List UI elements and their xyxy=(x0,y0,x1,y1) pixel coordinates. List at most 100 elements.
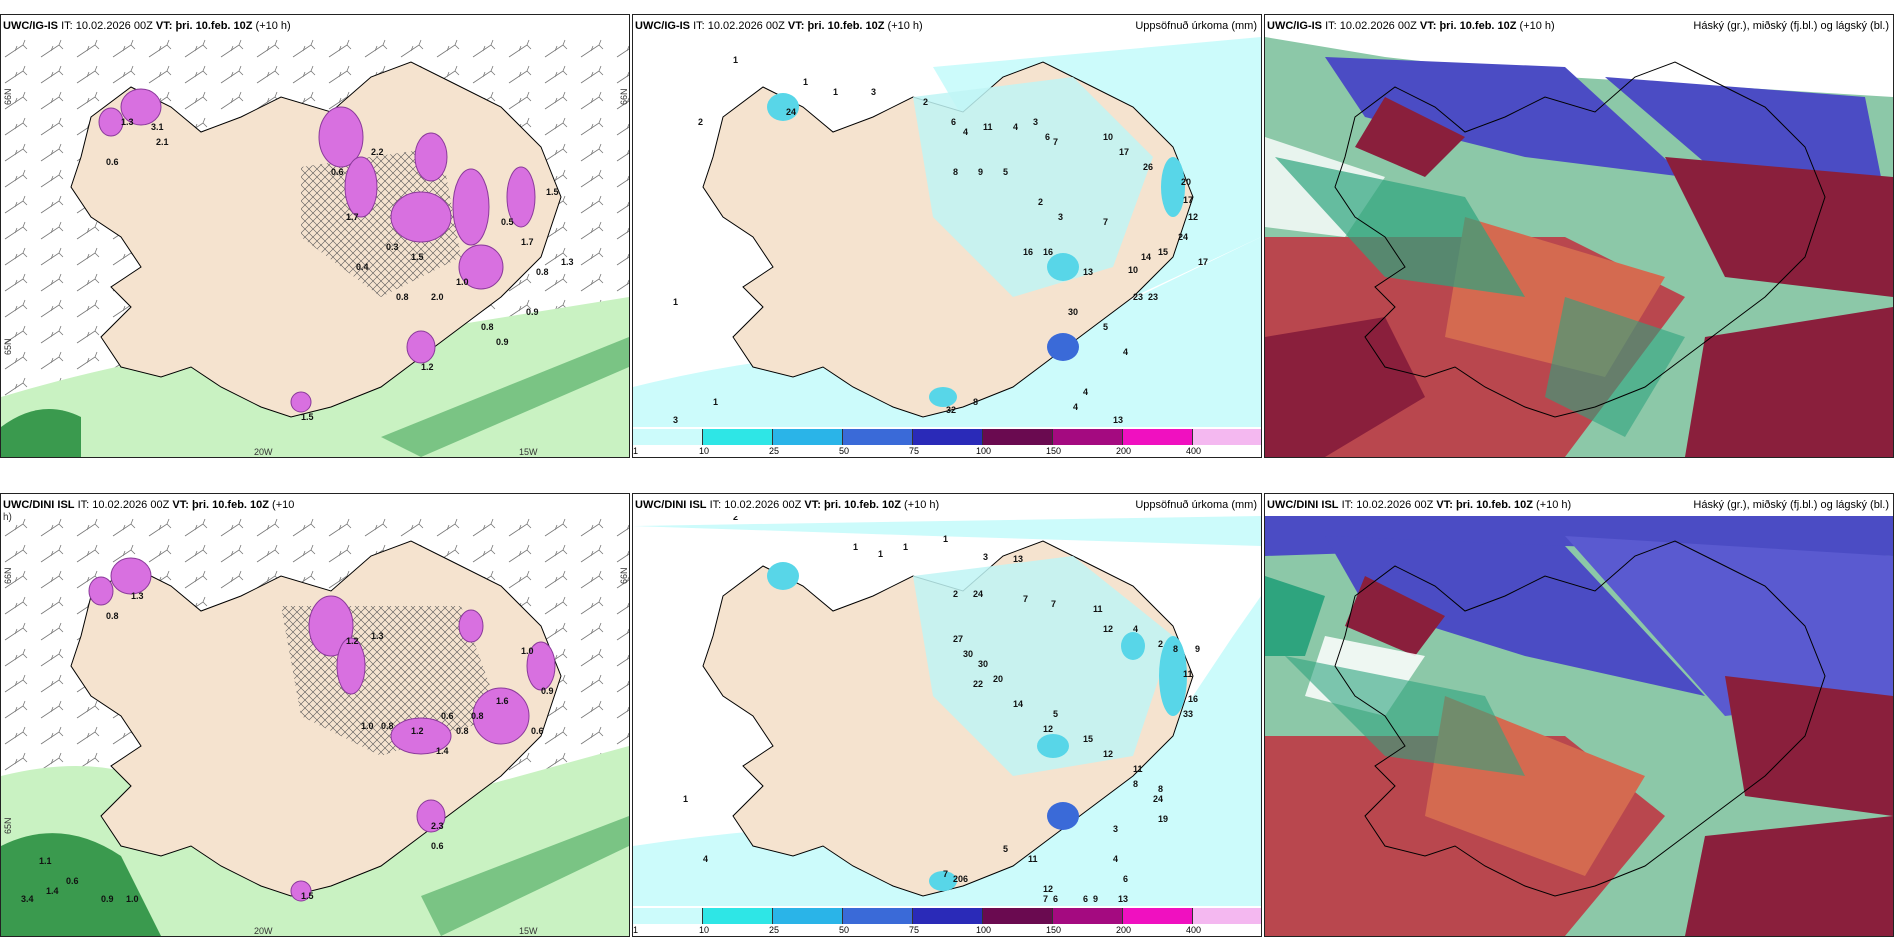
legend-bar xyxy=(633,908,1261,924)
map-value-label: 8 xyxy=(1133,779,1139,789)
model-label: UWC/DINI ISL xyxy=(1267,499,1339,511)
wind-panel-dini: UWC/DINI ISL IT: 10.02.2026 00Z VT: þri.… xyxy=(0,493,630,937)
map-value-label: 11 xyxy=(1133,764,1143,774)
legend-label: 150 xyxy=(1046,925,1062,935)
map-value-label: 1.6 xyxy=(496,696,509,706)
panel-header: UWC/DINI ISL IT: 10.02.2026 00Z VT: þri.… xyxy=(1265,494,1893,516)
map-value-label: 4 xyxy=(1123,347,1129,357)
wind-panel-igis: UWC/IG-IS IT: 10.02.2026 00Z VT: þri. 10… xyxy=(0,14,630,458)
map-value-label: 2 xyxy=(1158,639,1164,649)
map-value-label: 8 xyxy=(1158,784,1164,794)
map-value-label: 3.4 xyxy=(21,894,34,904)
map-value-label: 0.9 xyxy=(541,686,554,696)
map-value-label: 0.8 xyxy=(396,292,409,302)
map-value-label: 14 xyxy=(1013,699,1024,709)
map-value-label: 1.7 xyxy=(521,237,534,247)
legend-label: 400 xyxy=(1186,446,1202,456)
init-time: 10.02.2026 00Z xyxy=(1356,499,1434,511)
map-value-label: 7 xyxy=(1043,894,1049,904)
map-value-label: 0.9 xyxy=(496,337,509,347)
map-value-label: 7 xyxy=(1023,594,1029,604)
panel-title: Uppsöfnuð úrkoma (mm) xyxy=(1135,499,1257,511)
lat-66n-right-label: 66N xyxy=(619,567,629,584)
map-value-label: 8 xyxy=(973,397,979,407)
map-value-label: 3 xyxy=(983,552,989,562)
map-value-label: 9 xyxy=(1093,894,1099,904)
map-value-label: 23 xyxy=(1133,292,1144,302)
lead-time: (+10 h) xyxy=(1536,499,1572,511)
it-label: IT: xyxy=(77,499,90,511)
map-value-label: 5 xyxy=(1053,709,1059,719)
map-value-label: 1.0 xyxy=(521,646,534,656)
map-value-label: 4 xyxy=(1133,624,1139,634)
map-value-label: 6 xyxy=(1083,894,1089,904)
map-value-label: 0.6 xyxy=(531,726,544,736)
map-value-label: 7 xyxy=(1051,599,1057,609)
map-value-label: 0.8 xyxy=(381,721,394,731)
wind-map xyxy=(1,516,629,936)
map-value-label: 24 xyxy=(786,107,797,117)
legend-label: 100 xyxy=(976,446,992,456)
map-value-label: 17 xyxy=(1198,257,1209,267)
map-value-label: 3 xyxy=(1058,212,1064,222)
map-value-label: 7 xyxy=(943,869,949,879)
map-value-label: 4 xyxy=(1073,402,1079,412)
map-value-label: 1.7 xyxy=(346,212,359,222)
map-value-label: 20 xyxy=(1181,177,1192,187)
cloud-map xyxy=(1265,516,1893,936)
vt-label: VT: xyxy=(804,499,821,511)
valid-time: þri. 10.feb. 10Z xyxy=(823,499,901,511)
map-value-label: 3 xyxy=(871,87,877,97)
precip-map xyxy=(633,37,1261,427)
model-label: UWC/DINI ISL xyxy=(635,499,707,511)
map-value-label: 2.0 xyxy=(431,292,444,302)
map-value-label: 11 xyxy=(1093,604,1103,614)
map-value-label: 13 xyxy=(1083,267,1094,277)
legend-label: 50 xyxy=(839,446,850,456)
map-value-label: 1 xyxy=(833,87,839,97)
map-value-label: 0.6 xyxy=(106,157,119,167)
legend-label: 50 xyxy=(839,925,850,935)
map-value-label: 5 xyxy=(1003,167,1009,177)
valid-time: þri. 10.feb. 10Z xyxy=(1455,499,1533,511)
map-value-label: 2 xyxy=(923,97,929,107)
map-value-label: 5 xyxy=(1003,844,1009,854)
legend-label: 200 xyxy=(1116,925,1132,935)
map-value-label: 16 xyxy=(1188,694,1199,704)
map-value-label: 6 xyxy=(963,874,969,884)
map-value-label: 10 xyxy=(1128,265,1139,275)
map-value-label: 1.4 xyxy=(436,746,449,756)
init-time: 10.02.2026 00Z xyxy=(707,20,785,32)
map-value-label: 3 xyxy=(1113,824,1119,834)
map-value-label: 0.6 xyxy=(331,167,344,177)
map-value-label: 11 xyxy=(983,122,993,132)
map-value-label: 6 xyxy=(1123,874,1129,884)
map-value-label: 2 xyxy=(698,117,704,127)
legend-label: 75 xyxy=(909,446,920,456)
map-value-label: 1.5 xyxy=(301,412,314,422)
legend-label: 10 xyxy=(699,925,710,935)
map-value-label: 1.5 xyxy=(411,252,424,262)
map-value-label: 33 xyxy=(1183,709,1194,719)
legend-label: 200 xyxy=(1116,446,1132,456)
map-value-label: 26 xyxy=(1143,162,1154,172)
lon-20w-label: 20W xyxy=(254,926,273,936)
it-label: IT: xyxy=(61,20,73,32)
map-value-label: 0.6 xyxy=(431,841,444,851)
lat-65n-label: 65N xyxy=(3,338,13,355)
model-label: UWC/IG-IS xyxy=(3,20,58,32)
map-value-label: 1.0 xyxy=(126,894,139,904)
valid-time: þri. 10.feb. 10Z xyxy=(1439,20,1517,32)
map-value-label: 1.3 xyxy=(131,591,144,601)
map-value-label: 5 xyxy=(1103,322,1109,332)
it-label: IT: xyxy=(709,499,722,511)
map-value-label: 4 xyxy=(703,854,709,864)
model-label: UWC/DINI ISL xyxy=(3,499,75,511)
lead-time: (+10 h) xyxy=(255,20,291,32)
map-value-label: 1.2 xyxy=(411,726,424,736)
map-value-label: 22 xyxy=(973,679,984,689)
map-value-label: 12 xyxy=(1043,884,1054,894)
map-value-label: 2 xyxy=(733,512,739,522)
vt-label: VT: xyxy=(155,20,173,32)
lead-time-wrap: h) xyxy=(3,512,12,523)
